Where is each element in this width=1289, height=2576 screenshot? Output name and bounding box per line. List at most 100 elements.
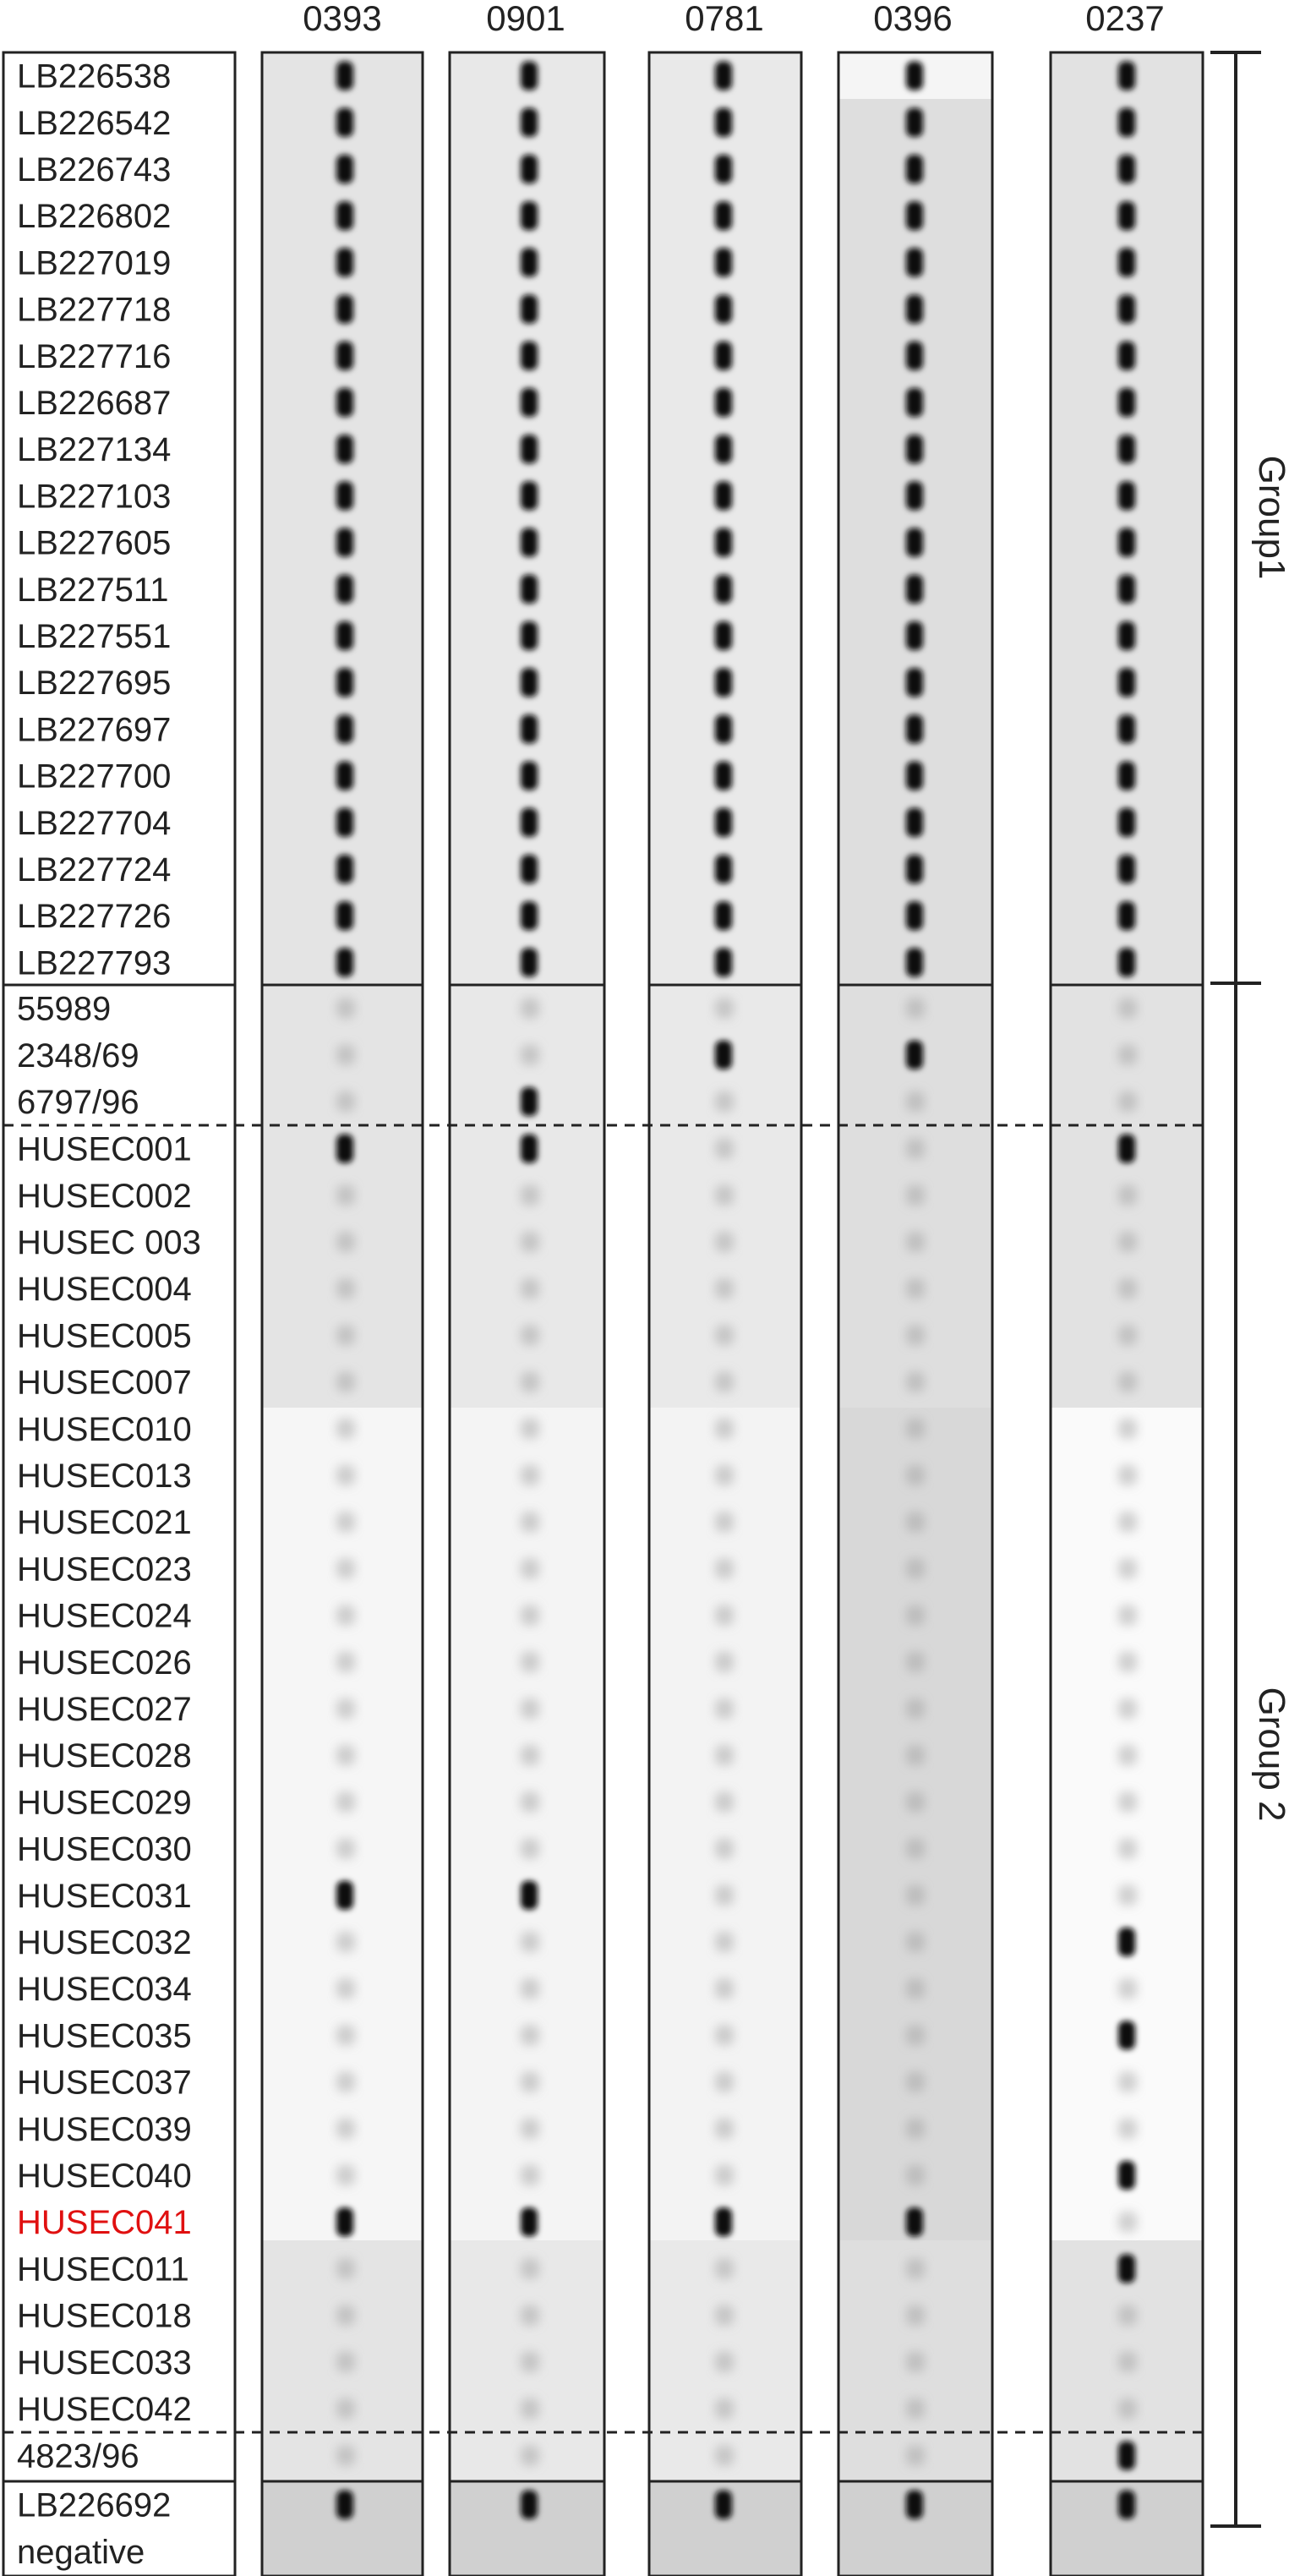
gel-band	[906, 761, 923, 790]
sample-label-column: LB226538 LB226542 LB226743 LB226802 LB227019…	[17, 58, 201, 2571]
gel-bg-group2-lower	[262, 1408, 423, 2240]
gel-band	[906, 107, 923, 137]
gel-band	[1118, 61, 1135, 90]
gel-backgrounds	[262, 52, 1203, 2576]
gel-band-faint	[1118, 1371, 1137, 1392]
gel-band-faint	[336, 1184, 355, 1206]
gel-band-faint	[1118, 1232, 1137, 1252]
gel-band	[521, 761, 538, 790]
gel-band	[715, 155, 732, 183]
gel-band	[906, 248, 923, 277]
gel-band	[336, 1880, 353, 1910]
sample-label: HUSEC028	[17, 1737, 192, 1775]
gel-band	[521, 1134, 538, 1163]
gel-band	[1118, 807, 1135, 837]
gel-band-faint	[906, 2118, 925, 2139]
gel-bg-group1	[1051, 52, 1203, 985]
gel-band-faint	[336, 2165, 355, 2185]
gel-band	[1118, 201, 1135, 231]
gel-band-faint	[336, 1044, 355, 1065]
sample-label: LB227551	[17, 618, 171, 655]
gel-band-faint	[906, 1465, 925, 1485]
gel-band-faint	[906, 998, 925, 1019]
gel-band-faint	[521, 2118, 539, 2139]
sample-label: HUSEC041	[17, 2204, 192, 2241]
gel-band	[1118, 855, 1135, 883]
gel-band	[1118, 341, 1135, 370]
gel-band	[715, 761, 732, 790]
gel-bg-group2-lower	[1051, 1408, 1203, 2240]
gel-band	[521, 341, 538, 370]
gel-band	[715, 107, 732, 137]
sample-label: negative	[17, 2534, 145, 2571]
gel-band	[521, 1880, 538, 1910]
gel-band	[715, 528, 732, 557]
gel-band	[336, 2207, 353, 2237]
sample-label: LB226743	[17, 151, 171, 189]
gel-band-faint	[1118, 1884, 1137, 1906]
sample-label: HUSEC 003	[17, 1224, 201, 1261]
gel-band	[336, 248, 353, 277]
gel-band	[336, 294, 353, 324]
gel-band-faint	[336, 1325, 355, 1346]
sample-label: LB226687	[17, 385, 171, 422]
gel-band	[1118, 714, 1135, 744]
label-frame	[2, 51, 237, 987]
label-frame	[2, 2480, 237, 2576]
gel-band	[336, 201, 353, 231]
sample-label: HUSEC034	[17, 1971, 192, 2008]
sample-label: LB227726	[17, 898, 171, 935]
gel-band-faint	[521, 2165, 539, 2185]
gel-band-faint	[336, 1512, 355, 1533]
gel-band	[906, 668, 923, 697]
sample-label: LB227511	[17, 572, 168, 609]
gel-band-faint	[1118, 1184, 1137, 1206]
gel-band	[715, 61, 732, 90]
sample-label: HUSEC001	[17, 1131, 192, 1168]
gel-band-faint	[715, 2025, 734, 2046]
sample-label: LB227704	[17, 805, 171, 842]
gel-band-faint	[906, 2165, 925, 2185]
gel-band	[1118, 761, 1135, 790]
gel-band-faint	[336, 2351, 355, 2372]
gel-band	[521, 107, 538, 137]
lane-frame	[260, 2480, 424, 2576]
gel-bg-group1	[838, 52, 992, 985]
sample-label: HUSEC005	[17, 1317, 192, 1354]
gel-band-faint	[906, 1605, 925, 1626]
gel-band-faint	[521, 1184, 539, 1206]
gel-band-faint	[715, 2258, 734, 2279]
sample-label: HUSEC033	[17, 2344, 192, 2382]
gel-bg-group1	[262, 52, 423, 985]
gel-band-faint	[1118, 2212, 1137, 2233]
gel-band-faint	[1118, 1698, 1137, 1719]
gel-band-faint	[906, 1232, 925, 1252]
gel-band	[1118, 668, 1135, 697]
sample-label: LB227697	[17, 711, 171, 748]
gel-band-faint	[715, 2398, 734, 2419]
sample-label: HUSEC010	[17, 1411, 192, 1448]
sample-label: HUSEC040	[17, 2158, 192, 2195]
gel-band	[336, 574, 353, 604]
gel-band	[906, 621, 923, 650]
gel-band	[1118, 1928, 1135, 1956]
gel-band-faint	[906, 1932, 925, 1952]
gel-band-faint	[715, 2305, 734, 2326]
gel-band	[1118, 2161, 1135, 2190]
gel-band	[336, 1134, 353, 1163]
gel-band	[1118, 574, 1135, 604]
gel-band	[521, 621, 538, 650]
gel-band	[715, 248, 732, 277]
gel-band-faint	[715, 1184, 734, 1206]
gel-band-faint	[521, 2445, 539, 2466]
gel-band-faint	[906, 1558, 925, 1579]
lane-header: 0396	[873, 0, 952, 38]
gel-band	[336, 528, 353, 557]
gel-band	[336, 435, 353, 464]
gel-band-faint	[336, 2445, 355, 2466]
gel-band-faint	[521, 1418, 539, 1439]
gel-band	[521, 668, 538, 697]
gel-band	[521, 807, 538, 837]
gel-band-faint	[715, 2118, 734, 2139]
sample-label: 55989	[17, 991, 111, 1028]
